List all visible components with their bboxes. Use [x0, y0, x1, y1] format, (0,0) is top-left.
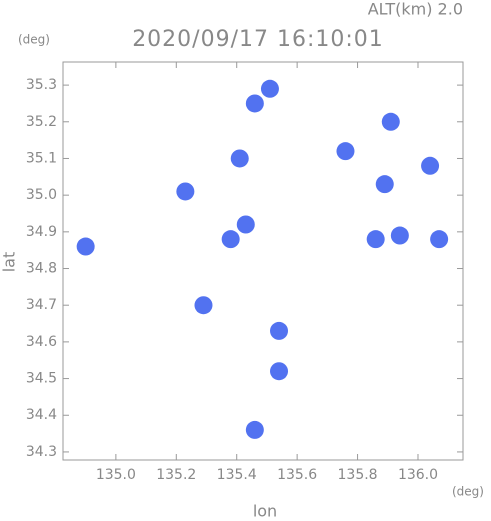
echo — [236, 215, 255, 234]
echo — [230, 149, 249, 168]
y-axis-label: lat — [0, 252, 19, 273]
y-tick-label: 34.4 — [26, 407, 57, 423]
echo — [245, 420, 264, 439]
chart-title: 2020/09/17 16:10:01 — [132, 27, 384, 52]
y-tick-label: 34.5 — [26, 371, 57, 387]
y-tick-label: 34.8 — [26, 261, 57, 277]
y-tick-label: 34.9 — [26, 224, 57, 240]
y-tick-label: 35.1 — [26, 150, 57, 166]
echo — [270, 362, 289, 381]
plot-frame — [62, 61, 464, 461]
x-tick-label: 135.6 — [277, 467, 317, 483]
x-unit: (deg) — [452, 485, 484, 499]
y-tick-label: 34.3 — [26, 444, 57, 460]
echo — [375, 175, 394, 194]
y-unit: (deg) — [18, 33, 50, 47]
x-tick-label: 135.8 — [338, 467, 378, 483]
x-axis-label: lon — [253, 502, 277, 521]
echo — [336, 142, 355, 161]
echo — [221, 230, 240, 249]
y-tick-label: 35.2 — [26, 114, 57, 130]
echo — [270, 321, 289, 340]
y-tick-label: 34.7 — [26, 297, 57, 313]
altitude-label: ALT(km) 2.0 — [368, 0, 463, 19]
echo — [245, 94, 264, 113]
echo — [260, 79, 279, 98]
x-tick-label: 135.0 — [96, 467, 136, 483]
echo — [366, 230, 385, 249]
echo — [430, 230, 449, 249]
x-tick-label: 135.4 — [217, 467, 257, 483]
echo — [176, 182, 195, 201]
x-tick-label: 136.0 — [398, 467, 438, 483]
echo — [76, 237, 95, 256]
echo — [390, 226, 409, 245]
y-tick-label: 35.3 — [26, 77, 57, 93]
echo — [421, 156, 440, 175]
y-tick-label: 35.0 — [26, 187, 57, 203]
x-tick-label: 135.2 — [156, 467, 196, 483]
echo — [381, 112, 400, 131]
y-tick-label: 34.6 — [26, 334, 57, 350]
echo — [194, 296, 213, 315]
